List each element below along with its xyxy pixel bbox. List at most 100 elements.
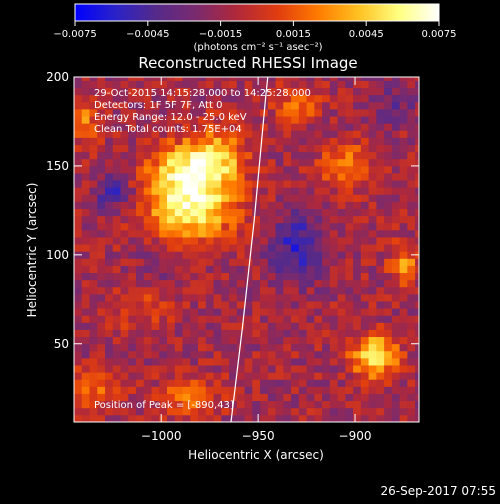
heatmap-cell <box>399 94 408 103</box>
heatmap-cell <box>267 208 276 217</box>
heatmap-cell <box>345 237 354 245</box>
generated-timestamp: 26-Sep-2017 07:55 <box>381 484 496 498</box>
heatmap-cell <box>368 229 377 238</box>
heatmap-cell <box>136 144 145 153</box>
heatmap-cell <box>159 237 168 245</box>
heatmap-cell <box>128 357 137 366</box>
heatmap-cell <box>128 222 137 231</box>
heatmap-cell <box>198 265 207 274</box>
heatmap-cell <box>306 158 315 167</box>
heatmap-cell <box>213 279 222 288</box>
heatmap-cell <box>376 158 385 167</box>
heatmap-cell <box>260 336 269 345</box>
heatmap-cell <box>306 208 315 217</box>
heatmap-cell <box>337 329 346 338</box>
heatmap-cell <box>353 301 362 309</box>
heatmap-cell <box>136 222 145 231</box>
heatmap-cell <box>407 237 416 245</box>
heatmap-cell <box>167 215 176 224</box>
heatmap-cell <box>306 400 315 409</box>
heatmap-cell <box>329 315 338 323</box>
heatmap-cell <box>89 158 98 167</box>
heatmap-cell <box>306 301 315 309</box>
heatmap-cell <box>407 329 416 338</box>
heatmap-cell <box>322 151 331 160</box>
heatmap-cell <box>229 101 238 110</box>
heatmap-cell <box>345 101 354 110</box>
heatmap-cell <box>275 329 284 338</box>
heatmap-cell <box>306 87 315 96</box>
heatmap-cell <box>360 265 369 274</box>
heatmap-cell <box>213 286 222 295</box>
heatmap-cell <box>190 77 199 81</box>
heatmap-cell <box>143 315 152 323</box>
heatmap-cell <box>306 77 315 81</box>
heatmap-cell <box>314 116 323 124</box>
heatmap-cell <box>399 165 408 174</box>
heatmap-cell <box>221 165 230 174</box>
heatmap-cell <box>415 201 419 209</box>
heatmap-cell <box>275 201 284 209</box>
heatmap-cell <box>391 343 401 352</box>
heatmap-cell <box>112 400 121 409</box>
heatmap-cell <box>221 322 230 330</box>
heatmap-cell <box>368 286 377 295</box>
heatmap-cell <box>376 194 385 202</box>
heatmap-cell <box>198 357 207 366</box>
heatmap-cell <box>298 180 307 188</box>
heatmap-cell <box>314 173 323 181</box>
heatmap-cell <box>391 407 401 416</box>
heatmap-cell <box>159 222 168 231</box>
heatmap-cell <box>229 336 238 345</box>
heatmap-cell <box>399 237 408 245</box>
heatmap-cell <box>345 315 354 323</box>
heatmap-cell <box>120 130 129 138</box>
heatmap-cell <box>120 336 129 345</box>
heatmap-cell <box>213 400 222 409</box>
heatmap-cell <box>151 137 160 145</box>
heatmap-cell <box>105 237 114 245</box>
heatmap-cell <box>360 237 369 245</box>
heatmap-cell <box>415 158 419 167</box>
heatmap-cell <box>213 87 222 96</box>
heatmap-cell <box>229 137 238 145</box>
heatmap-cell <box>376 87 385 96</box>
heatmap-cell <box>128 101 137 110</box>
heatmap-cell <box>314 379 323 387</box>
heatmap-cell <box>182 407 191 416</box>
heatmap-cell <box>391 144 401 153</box>
heatmap-cell <box>182 87 191 96</box>
heatmap-cell <box>236 258 245 266</box>
heatmap-cell <box>229 329 238 338</box>
heatmap-cell <box>236 414 245 422</box>
heatmap-cell <box>151 237 160 245</box>
heatmap-cell <box>198 151 207 160</box>
heatmap-cell <box>306 379 315 387</box>
heatmap-cell <box>159 130 168 138</box>
heatmap-cell <box>267 116 276 124</box>
heatmap-cell <box>97 123 106 131</box>
heatmap-cell <box>205 222 214 231</box>
heatmap-cell <box>112 87 121 96</box>
heatmap-cell <box>291 208 300 217</box>
heatmap-cell <box>283 279 292 288</box>
heatmap-cell <box>136 365 145 373</box>
heatmap-cell <box>337 265 346 274</box>
heatmap-cell <box>322 286 331 295</box>
heatmap-cell <box>151 315 160 323</box>
heatmap-cell <box>368 336 377 345</box>
heatmap-cell <box>143 165 152 174</box>
heatmap-cell <box>267 77 276 81</box>
heatmap-cell <box>236 329 245 338</box>
heatmap-cell <box>384 386 393 394</box>
heatmap-cell <box>368 173 377 181</box>
heatmap-cell <box>105 77 114 81</box>
heatmap-cell <box>353 414 362 422</box>
heatmap-cell <box>120 173 129 181</box>
heatmap-cell <box>244 222 253 231</box>
heatmap-cell <box>291 130 300 138</box>
heatmap-cell <box>198 137 207 145</box>
heatmap-cell <box>213 229 222 238</box>
heatmap-cell <box>151 386 160 394</box>
heatmap-cell <box>159 151 168 160</box>
